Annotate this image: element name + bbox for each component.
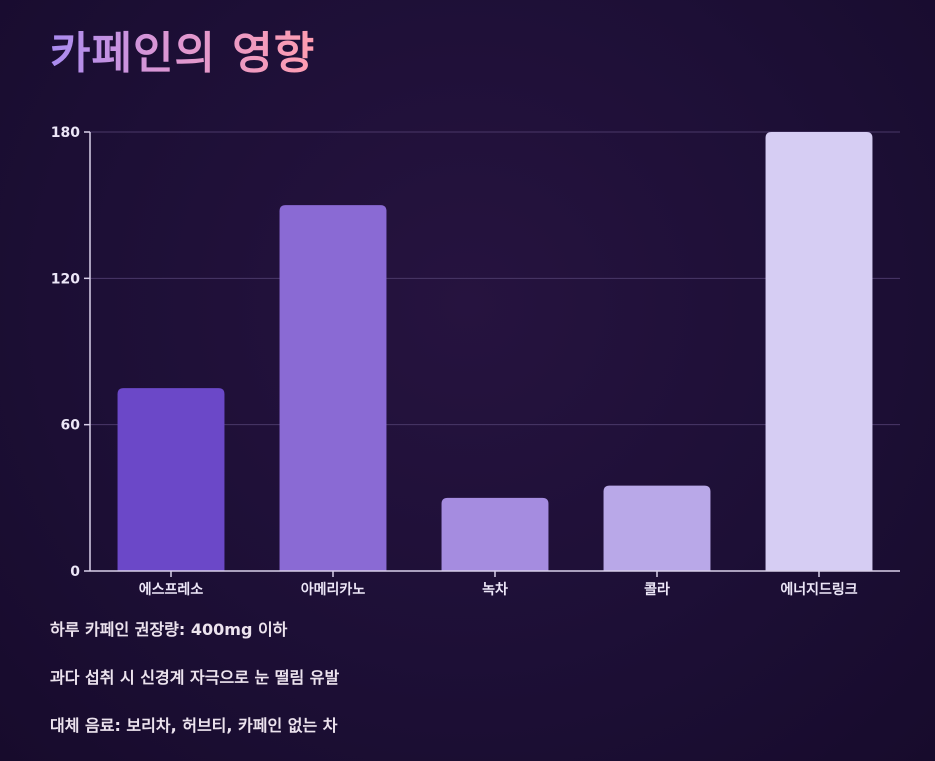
bar [603, 485, 711, 571]
y-tick-labels: 0 60 120 180 [51, 125, 80, 580]
note-alternatives: 대체 음료: 보리차, 허브티, 카페인 없는 차 [50, 716, 338, 735]
y-tick-label: 60 [61, 418, 81, 434]
x-category-label: 콜라 [644, 582, 670, 598]
y-tick-label: 0 [70, 564, 80, 580]
bar [279, 205, 387, 571]
note-overdose-effect: 과다 섭취 시 신경계 자극으로 눈 떨림 유발 [50, 668, 340, 687]
bar [765, 132, 873, 571]
x-category-label: 아메리카노 [301, 581, 366, 598]
grid-lines [90, 131, 900, 426]
x-category-labels: 에스프레소 아메리카노 녹차 콜라 에너지드링크 [139, 581, 858, 598]
caffeine-bar-chart: 0 60 120 180 에스프레소 아메리카노 녹차 콜라 에너지드링크 [51, 125, 900, 598]
y-tick-label: 180 [51, 125, 80, 141]
notes-list: 하루 카페인 권장량: 400mg 이하 과다 섭취 시 신경계 자극으로 눈 … [50, 618, 910, 761]
bar [441, 497, 549, 571]
page-title: 카페인의 영향 [50, 24, 315, 84]
x-category-label: 녹차 [482, 582, 508, 598]
x-category-label: 에너지드링크 [780, 581, 857, 598]
y-tick-label: 120 [51, 271, 80, 287]
axes [84, 131, 900, 577]
bar [117, 388, 225, 571]
x-category-label: 에스프레소 [139, 582, 204, 598]
note-daily-limit: 하루 카페인 권장량: 400mg 이하 [50, 620, 288, 639]
bars [117, 132, 873, 571]
